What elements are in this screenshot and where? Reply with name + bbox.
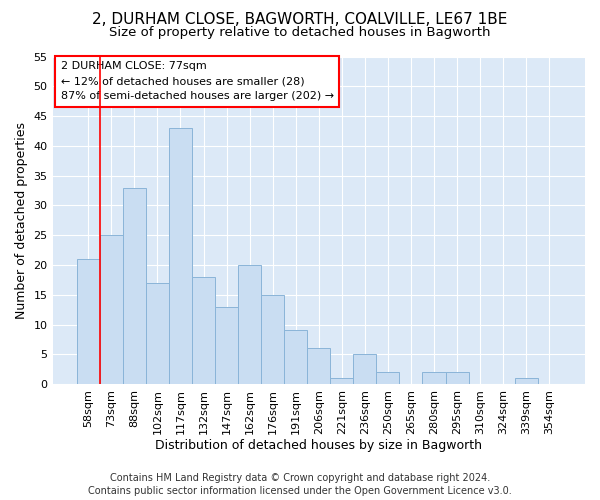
Bar — [238, 265, 261, 384]
Bar — [146, 283, 169, 384]
Bar — [284, 330, 307, 384]
Bar — [330, 378, 353, 384]
Bar — [515, 378, 538, 384]
Bar — [422, 372, 446, 384]
Bar — [307, 348, 330, 384]
Text: Contains HM Land Registry data © Crown copyright and database right 2024.
Contai: Contains HM Land Registry data © Crown c… — [88, 473, 512, 496]
Text: 2, DURHAM CLOSE, BAGWORTH, COALVILLE, LE67 1BE: 2, DURHAM CLOSE, BAGWORTH, COALVILLE, LE… — [92, 12, 508, 26]
Bar — [261, 294, 284, 384]
Y-axis label: Number of detached properties: Number of detached properties — [15, 122, 28, 319]
Bar — [215, 306, 238, 384]
Text: 2 DURHAM CLOSE: 77sqm
← 12% of detached houses are smaller (28)
87% of semi-deta: 2 DURHAM CLOSE: 77sqm ← 12% of detached … — [61, 62, 334, 101]
Bar — [169, 128, 192, 384]
X-axis label: Distribution of detached houses by size in Bagworth: Distribution of detached houses by size … — [155, 440, 482, 452]
Bar — [77, 259, 100, 384]
Bar — [192, 277, 215, 384]
Bar — [100, 235, 123, 384]
Text: Size of property relative to detached houses in Bagworth: Size of property relative to detached ho… — [109, 26, 491, 39]
Bar — [446, 372, 469, 384]
Bar — [353, 354, 376, 384]
Bar — [376, 372, 400, 384]
Bar — [123, 188, 146, 384]
